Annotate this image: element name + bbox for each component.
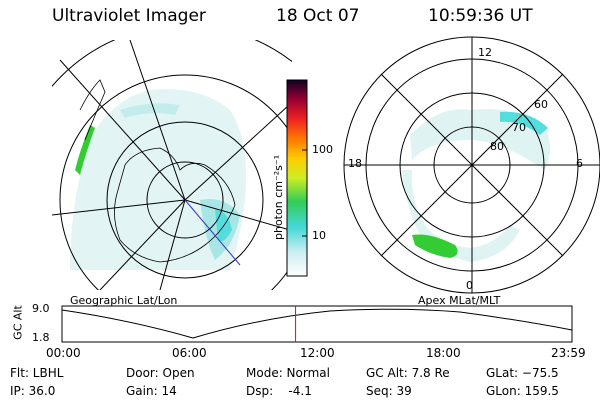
time-label: 10:59:36 UT	[428, 6, 533, 26]
seq-value: Seq: 39	[366, 384, 412, 398]
gain-value: Gain: 14	[126, 384, 177, 398]
timeline-xtick-1200: 12:00	[300, 346, 335, 360]
timeline-ytick-1-8: 1.8	[32, 331, 50, 344]
door-value: Door: Open	[126, 366, 195, 380]
instrument-title: Ultraviolet Imager	[52, 6, 206, 26]
timeline-xtick-1800: 18:00	[426, 346, 461, 360]
gc-alt-value: GC Alt: 7.8 Re	[366, 366, 450, 380]
glat-value: GLat: −75.5	[486, 366, 559, 380]
mlat-label-80: 80	[490, 140, 504, 153]
colorbar-tick-100: 100	[312, 143, 333, 156]
mlt-label-12: 12	[478, 46, 492, 59]
right-map-caption: Apex MLat/MLT	[418, 294, 501, 307]
filter-value: Flt: LBHL	[10, 366, 64, 380]
date-label: 18 Oct 07	[276, 6, 360, 26]
dsp-value: Dsp: -4.1	[246, 384, 312, 398]
glon-value: GLon: 159.5	[486, 384, 559, 398]
timeline-axis-label: GC Alt	[11, 305, 25, 340]
timeline-xtick-0000: 00:00	[46, 346, 81, 360]
left-map-caption: Geographic Lat/Lon	[70, 294, 178, 307]
aurora-emission-left	[70, 89, 246, 271]
colorbar-tick-10: 10	[312, 229, 326, 242]
timeline-xtick-0600: 06:00	[172, 346, 207, 360]
aurora-emission-right	[402, 109, 550, 262]
mlat-label-60: 60	[534, 98, 548, 111]
timeline-ytick-9: 9.0	[32, 302, 50, 315]
mode-value: Mode: Normal	[246, 366, 330, 380]
mlat-label-70: 70	[512, 121, 526, 134]
mlt-label-18: 18	[348, 157, 362, 170]
mlt-label-0: 0	[466, 279, 473, 292]
timeline-xtick-2359: 23:59	[551, 346, 586, 360]
ip-value: IP: 36.0	[10, 384, 56, 398]
mlt-label-6: 6	[576, 157, 583, 170]
